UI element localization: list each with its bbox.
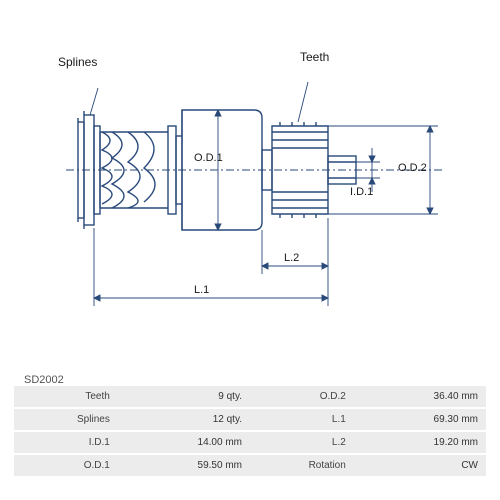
spec-label: Splines (14, 409, 118, 430)
label-teeth: Teeth (300, 50, 329, 64)
label-id1: I.D.1 (350, 186, 373, 198)
spec-label: Rotation (250, 455, 354, 476)
spec-value: 9 qty. (118, 386, 250, 407)
spec-row: Teeth9 qty.O.D.236.40 mm (14, 386, 486, 407)
label-l1: L.1 (194, 284, 209, 296)
spec-label: Teeth (14, 386, 118, 407)
drawing-svg (40, 60, 460, 340)
spec-label: L.2 (250, 432, 354, 453)
spec-row: O.D.159.50 mmRotationCW (14, 455, 486, 476)
spec-value: 59.50 mm (118, 455, 250, 476)
technical-drawing (40, 60, 460, 340)
spec-value: 14.00 mm (118, 432, 250, 453)
spec-value: 69.30 mm (354, 409, 486, 430)
spec-value: CW (354, 455, 486, 476)
label-od1: O.D.1 (194, 152, 223, 164)
spec-label: L.1 (250, 409, 354, 430)
label-splines: Splines (58, 55, 97, 69)
spec-table: Teeth9 qty.O.D.236.40 mmSplines12 qty.L.… (14, 384, 486, 478)
spec-label: I.D.1 (14, 432, 118, 453)
spec-value: 12 qty. (118, 409, 250, 430)
spec-row: Splines12 qty.L.169.30 mm (14, 409, 486, 430)
spec-label: O.D.1 (14, 455, 118, 476)
spec-label: O.D.2 (250, 386, 354, 407)
spec-value: 36.40 mm (354, 386, 486, 407)
spec-row: I.D.114.00 mmL.219.20 mm (14, 432, 486, 453)
label-od2: O.D.2 (398, 162, 427, 174)
spec-value: 19.20 mm (354, 432, 486, 453)
label-l2: L.2 (284, 252, 299, 264)
